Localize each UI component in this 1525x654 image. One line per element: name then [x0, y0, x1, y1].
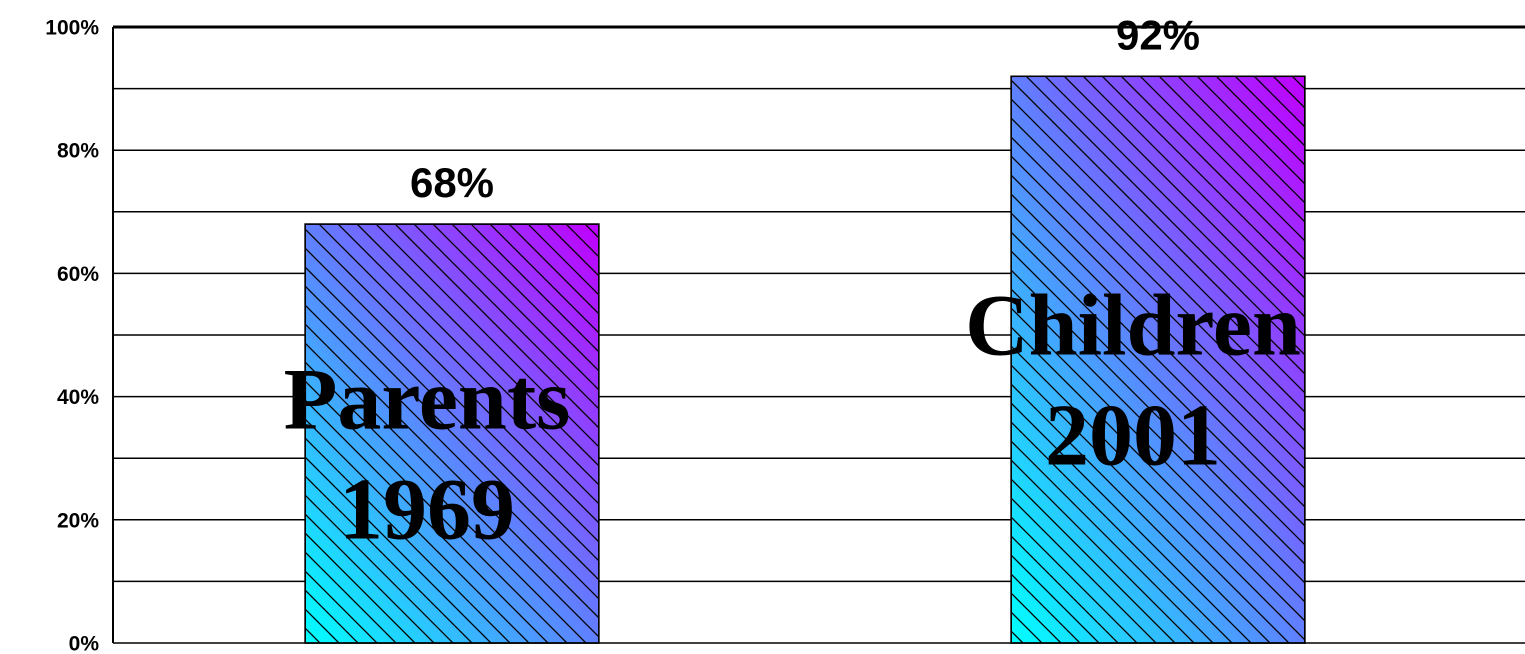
category-line: Children [965, 278, 1301, 375]
category-line: 1969 [339, 462, 515, 559]
bar-hatch [304, 223, 600, 644]
y-tick-label: 0% [69, 633, 100, 654]
category-line: Parents [284, 352, 571, 449]
y-tick-label: 80% [57, 140, 99, 163]
category-label: Parents 1969 [284, 352, 571, 559]
category-line: 2001 [1045, 388, 1221, 485]
y-tick-label: 100% [45, 17, 99, 40]
value-label: 92% [1116, 11, 1200, 58]
y-tick-label: 40% [57, 386, 99, 409]
y-tick-label: 20% [57, 509, 99, 532]
bar-hatch [1010, 75, 1306, 644]
category-label: Children 2001 [965, 278, 1301, 485]
value-label: 68% [410, 159, 494, 206]
y-tick-label: 60% [57, 263, 99, 286]
